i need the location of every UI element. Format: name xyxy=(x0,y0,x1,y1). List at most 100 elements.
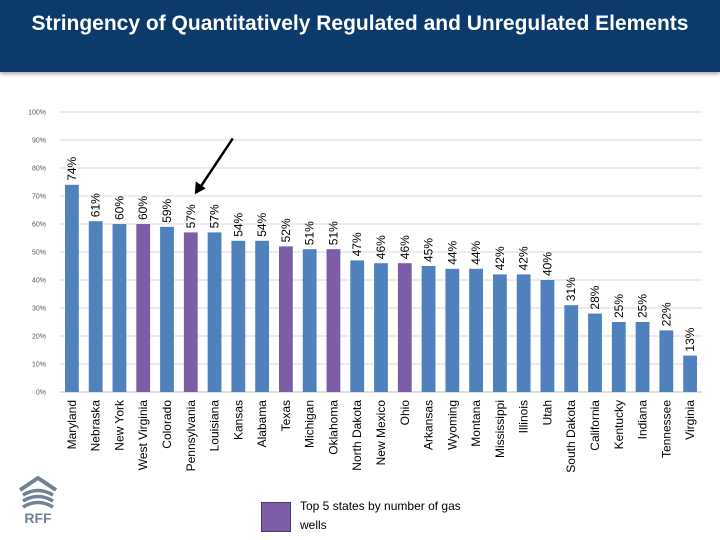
category-label: Michigan xyxy=(303,400,317,448)
y-tick-label: 30% xyxy=(32,306,46,313)
category-label: Illinois xyxy=(517,400,531,433)
data-label: 42% xyxy=(517,246,531,270)
header-bar: Stringency of Quantitatively Regulated a… xyxy=(0,0,720,72)
category-label: Louisiana xyxy=(208,400,222,452)
category-label: Pennsylvania xyxy=(184,400,198,472)
category-label: New Mexico xyxy=(374,400,388,466)
category-label: Wyoming xyxy=(445,400,459,450)
category-label: Colorado xyxy=(160,400,174,449)
bar-mississippi xyxy=(492,274,507,392)
data-label: 25% xyxy=(636,294,650,318)
data-label: 59% xyxy=(160,198,174,222)
bar-colorado xyxy=(160,226,174,392)
data-label: 46% xyxy=(374,235,388,259)
category-label: Texas xyxy=(279,400,293,431)
category-label: Indiana xyxy=(636,400,650,440)
category-label: Kentucky xyxy=(612,400,626,449)
data-label: 52% xyxy=(279,218,293,242)
data-label: 44% xyxy=(469,240,483,264)
data-label: 46% xyxy=(398,235,412,259)
bar-wyoming xyxy=(445,268,460,392)
bar-tennessee xyxy=(659,330,674,392)
category-label: New York xyxy=(112,399,126,451)
category-label: Kansas xyxy=(231,400,245,440)
bar-virginia xyxy=(683,355,698,392)
bar-north-dakota xyxy=(350,260,365,392)
chart-title: Stringency of Quantitatively Regulated a… xyxy=(31,12,689,35)
data-label: 13% xyxy=(683,327,697,351)
arrow-head xyxy=(194,181,206,195)
data-label: 22% xyxy=(659,302,673,326)
bar-west-virginia xyxy=(136,224,151,392)
data-label: 57% xyxy=(184,204,198,228)
bar-illinois xyxy=(516,274,531,392)
data-label: 44% xyxy=(445,240,459,264)
bar-michigan xyxy=(302,249,317,392)
y-tick-label: 20% xyxy=(32,334,46,341)
data-label: 54% xyxy=(231,212,245,236)
category-label: Alabama xyxy=(255,400,269,448)
bar-ohio xyxy=(397,263,412,392)
category-label: Mississippi xyxy=(493,400,507,458)
data-label: 47% xyxy=(350,232,364,256)
bar-texas xyxy=(278,246,293,392)
category-label: Montana xyxy=(469,400,483,447)
legend-swatch xyxy=(261,502,291,532)
y-tick-label: 0% xyxy=(36,390,46,397)
logo-text: RFF xyxy=(24,510,52,526)
bar-pennsylvania xyxy=(183,232,198,392)
category-label: West Virginia xyxy=(136,400,150,471)
category-label: Nebraska xyxy=(89,400,103,452)
category-label: North Dakota xyxy=(350,400,364,471)
bar-alabama xyxy=(255,240,270,392)
data-label: 60% xyxy=(136,196,150,220)
category-label: Utah xyxy=(540,400,554,425)
bar-new-mexico xyxy=(374,263,388,392)
data-label: 45% xyxy=(422,238,436,262)
data-label: 31% xyxy=(564,277,578,301)
category-label: Ohio xyxy=(398,400,412,426)
bar-california xyxy=(588,313,602,392)
data-label: 51% xyxy=(303,221,317,245)
data-label: 40% xyxy=(540,252,554,276)
y-tick-label: 40% xyxy=(32,278,46,285)
bar-oklahoma xyxy=(326,249,341,392)
legend-label: Top 5 states by number of gas wells xyxy=(300,499,461,532)
category-label: South Dakota xyxy=(564,400,578,473)
bar-utah xyxy=(540,280,555,392)
data-label: 60% xyxy=(112,196,126,220)
y-tick-label: 10% xyxy=(32,362,46,369)
rff-logo-icon: RFF xyxy=(18,476,58,526)
bar-arkansas xyxy=(421,266,436,392)
bar-indiana xyxy=(635,322,650,392)
category-label: Oklahoma xyxy=(326,400,340,455)
bar-louisiana xyxy=(207,232,222,392)
bar-kansas xyxy=(231,240,246,392)
labels: 0% 10% 20% 30% 40% 50% 60% 70% 80% 90% 100% 74% Mary… xyxy=(28,110,697,473)
category-label: California xyxy=(588,400,602,451)
data-label: 74% xyxy=(65,156,79,180)
data-label: 25% xyxy=(612,294,626,318)
category-label: Arkansas xyxy=(422,400,436,450)
y-tick-label: 90% xyxy=(32,138,46,145)
category-label: Maryland xyxy=(65,400,79,449)
bar-new-york xyxy=(112,224,127,392)
data-label: 51% xyxy=(326,221,340,245)
y-tick-label: 60% xyxy=(32,222,46,229)
annotation-arrow xyxy=(194,137,234,195)
bar-montana xyxy=(469,268,484,392)
data-label: 61% xyxy=(89,193,103,217)
data-label: 57% xyxy=(208,204,222,228)
bar-south-dakota xyxy=(564,305,579,392)
y-tick-label: 80% xyxy=(32,166,46,173)
y-tick-label: 100% xyxy=(28,110,46,117)
bar-nebraska xyxy=(88,221,103,392)
data-label: 54% xyxy=(255,212,269,236)
category-label: Virginia xyxy=(683,400,697,440)
y-tick-label: 50% xyxy=(32,250,46,257)
y-tick-label: 70% xyxy=(32,194,46,201)
bar-kentucky xyxy=(611,322,626,392)
data-label: 42% xyxy=(493,246,507,270)
bar-maryland xyxy=(64,184,79,392)
